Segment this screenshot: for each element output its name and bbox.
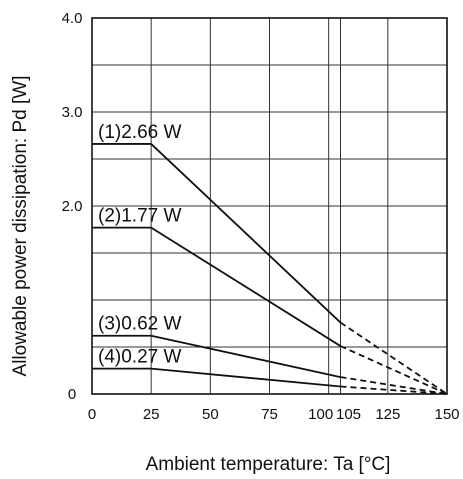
series-1 [92,143,448,395]
series-segment-dashed [340,385,448,395]
data-labels: (1)2.66 W (2)1.77 W (3)0.62 W (4)0.27 W [98,122,181,368]
x-tick-label: 25 [143,406,160,423]
x-axis-title: Ambient temperature: Ta [°C] [146,454,391,475]
series-segment [150,334,341,378]
y-axis-ticks: 0 2.0 3.0 4.0 [62,10,83,403]
y-tick-label: 3.0 [62,104,83,121]
y-tick-label: 2.0 [62,198,83,215]
series-segment-dashed [339,321,448,395]
data-label: (3)0.62 W [98,314,181,335]
y-tick-label: 4.0 [62,10,83,27]
series-2 [92,226,448,395]
series-lines [92,143,448,395]
data-label: (1)2.66 W [98,122,181,143]
series-segment [151,367,341,388]
plot-frame [91,17,448,395]
x-tick-label: 105 [336,406,361,423]
series-segment-dashed [340,376,448,395]
series-3 [92,334,448,395]
x-tick-label: 75 [261,406,278,423]
series-segment [150,226,341,347]
data-label: (2)1.77 W [98,206,181,227]
x-tick-label: 50 [202,406,219,423]
x-tick-label: 150 [434,406,459,423]
y-tick-label: 0 [68,386,76,403]
x-tick-label: 100 [308,406,333,423]
series-4 [92,367,448,395]
series-segment [150,143,342,324]
x-tick-label: 0 [88,406,96,423]
plot-border [91,17,448,395]
x-axis-ticks: 0 25 50 75 100 105 125 150 [88,406,460,423]
y-axis-title: Allowable power dissipation: Pd [W] [10,76,31,377]
x-tick-label: 125 [375,406,400,423]
data-label: (4)0.27 W [98,347,181,368]
